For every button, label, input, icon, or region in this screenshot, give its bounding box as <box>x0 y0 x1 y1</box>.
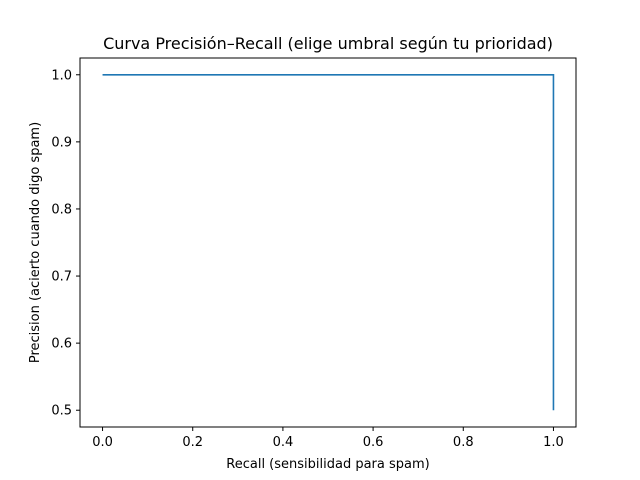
chart-title: Curva Precisión–Recall (elige umbral seg… <box>103 34 553 53</box>
y-axis-ticks: 0.5 0.6 0.7 0.8 0.9 1.0 <box>51 68 80 419</box>
x-tick-label: 0.0 <box>92 435 113 450</box>
x-tick-label: 1.0 <box>543 435 564 450</box>
axes-frame <box>79 57 577 428</box>
y-tick-label: 0.7 <box>51 270 72 285</box>
y-tick-label: 1.0 <box>51 68 72 83</box>
x-tick-label: 0.8 <box>453 435 474 450</box>
y-tick-label: 0.9 <box>51 135 72 150</box>
x-axis-label: Recall (sensibilidad para spam) <box>226 457 429 472</box>
y-tick-label: 0.6 <box>51 337 72 352</box>
pr-curve-line-0 <box>102 73 555 411</box>
plot-area <box>79 57 577 428</box>
y-tick-label: 0.8 <box>51 202 72 217</box>
x-tick-label: 0.4 <box>273 435 294 450</box>
x-tick-label: 0.2 <box>182 435 203 450</box>
y-axis-label: Precision (acierto cuando digo spam) <box>28 122 43 363</box>
series-layer <box>102 73 555 411</box>
x-axis-ticks: 0.0 0.2 0.4 0.6 0.8 1.0 <box>92 427 564 450</box>
y-tick-label: 0.5 <box>51 404 72 419</box>
x-tick-label: 0.6 <box>363 435 384 450</box>
